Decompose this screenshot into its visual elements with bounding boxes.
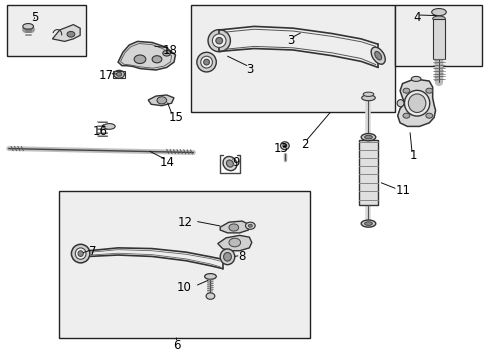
- Ellipse shape: [370, 47, 385, 64]
- Bar: [358, 140, 377, 205]
- Ellipse shape: [103, 123, 115, 129]
- Text: 4: 4: [412, 11, 420, 24]
- Circle shape: [134, 55, 145, 64]
- Ellipse shape: [197, 52, 216, 72]
- Ellipse shape: [364, 135, 372, 139]
- Ellipse shape: [223, 157, 236, 171]
- Circle shape: [228, 238, 240, 247]
- Text: 16: 16: [92, 125, 107, 138]
- Ellipse shape: [410, 76, 420, 81]
- Circle shape: [402, 113, 409, 118]
- Text: 12: 12: [177, 216, 192, 229]
- Text: 10: 10: [177, 282, 192, 294]
- Ellipse shape: [431, 9, 446, 16]
- Ellipse shape: [361, 220, 375, 227]
- Ellipse shape: [364, 222, 372, 225]
- Ellipse shape: [283, 144, 286, 148]
- Text: 13: 13: [273, 142, 288, 155]
- Bar: [394, 5, 481, 66]
- Polygon shape: [118, 41, 175, 70]
- Bar: [59, 191, 309, 338]
- Text: 9: 9: [231, 156, 239, 168]
- Text: 6: 6: [172, 338, 180, 351]
- Circle shape: [425, 88, 432, 93]
- Circle shape: [402, 88, 409, 93]
- Ellipse shape: [71, 244, 90, 263]
- Ellipse shape: [75, 248, 86, 259]
- Ellipse shape: [226, 160, 233, 167]
- Bar: [7, 5, 86, 56]
- Ellipse shape: [212, 34, 225, 48]
- Ellipse shape: [114, 70, 124, 78]
- Ellipse shape: [220, 249, 234, 265]
- Text: 2: 2: [301, 138, 308, 151]
- Bar: [191, 5, 394, 112]
- Ellipse shape: [361, 134, 375, 141]
- Text: 3: 3: [245, 63, 252, 76]
- Circle shape: [228, 224, 238, 231]
- Circle shape: [157, 97, 166, 104]
- Text: 15: 15: [169, 111, 183, 123]
- Text: 8: 8: [238, 250, 245, 263]
- Ellipse shape: [374, 51, 381, 60]
- Circle shape: [425, 113, 432, 118]
- Ellipse shape: [396, 100, 403, 107]
- Ellipse shape: [205, 293, 214, 299]
- Polygon shape: [52, 24, 80, 41]
- Ellipse shape: [201, 56, 212, 68]
- Ellipse shape: [78, 251, 83, 256]
- Ellipse shape: [432, 16, 445, 21]
- Polygon shape: [148, 95, 174, 106]
- Circle shape: [152, 56, 162, 63]
- Polygon shape: [220, 221, 249, 233]
- Ellipse shape: [280, 142, 288, 150]
- Polygon shape: [397, 79, 435, 126]
- Circle shape: [163, 50, 170, 56]
- Text: 17: 17: [98, 69, 113, 82]
- Ellipse shape: [245, 222, 255, 229]
- Ellipse shape: [204, 274, 216, 279]
- Polygon shape: [217, 235, 251, 251]
- Text: 1: 1: [409, 149, 416, 162]
- Ellipse shape: [361, 95, 374, 101]
- Ellipse shape: [248, 224, 252, 227]
- Text: 11: 11: [394, 184, 409, 197]
- Ellipse shape: [215, 37, 222, 44]
- Ellipse shape: [203, 59, 209, 65]
- Text: 18: 18: [163, 44, 178, 57]
- Ellipse shape: [363, 92, 373, 96]
- Ellipse shape: [404, 90, 429, 116]
- Bar: [113, 71, 124, 78]
- Ellipse shape: [207, 30, 230, 52]
- Text: 3: 3: [286, 34, 294, 47]
- Text: 14: 14: [159, 156, 174, 168]
- Ellipse shape: [223, 252, 231, 261]
- Circle shape: [67, 31, 75, 37]
- Ellipse shape: [23, 23, 33, 29]
- Bar: [432, 19, 444, 59]
- Text: 5: 5: [31, 11, 38, 24]
- Ellipse shape: [116, 72, 122, 76]
- Text: 7: 7: [89, 245, 96, 258]
- Ellipse shape: [407, 94, 425, 112]
